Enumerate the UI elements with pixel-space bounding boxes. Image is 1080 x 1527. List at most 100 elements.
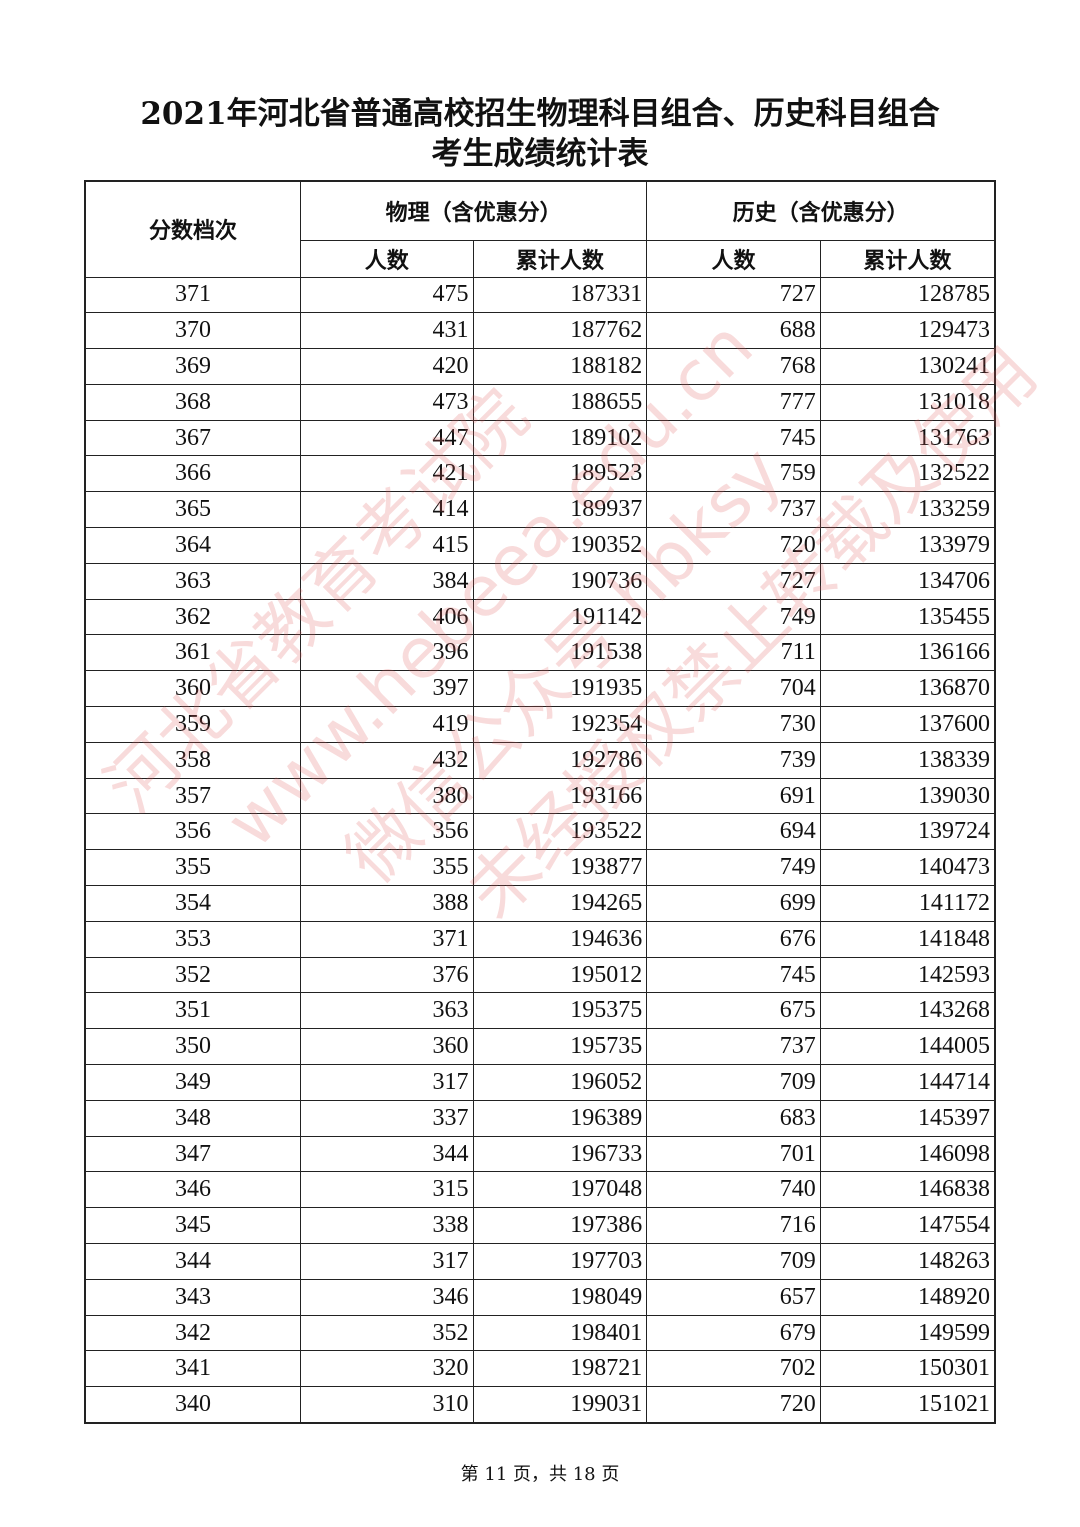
physics-cumulative-cell: 197386 [472, 1207, 648, 1245]
history-count-cell: 679 [646, 1314, 821, 1352]
physics-count-cell: 371 [299, 920, 474, 958]
physics-cumulative-cell: 196389 [472, 1099, 648, 1137]
table-row: 345 338 197386 716 147554 [84, 1207, 996, 1245]
history-count-cell: 704 [646, 670, 821, 708]
table-row: 367 447 189102 745 131763 [84, 419, 996, 457]
history-count-cell: 727 [646, 562, 821, 600]
table-row: 365 414 189937 737 133259 [84, 491, 996, 529]
physics-count-cell: 388 [299, 885, 474, 922]
physics-cumulative-cell: 188182 [472, 348, 648, 385]
history-count-cell: 694 [646, 813, 821, 851]
page-footer: 第 11 页，共 18 页 [460, 1464, 620, 1485]
physics-count-cell: 337 [299, 1099, 474, 1137]
score-cell: 356 [84, 813, 301, 851]
history-count-cell: 720 [646, 1386, 821, 1424]
history-cumulative-cell: 149599 [819, 1314, 996, 1352]
history-cumulative-cell: 141172 [819, 885, 996, 922]
score-cell: 354 [84, 885, 301, 922]
table-row: 357 380 193166 691 139030 [84, 777, 996, 815]
history-count-cell: 702 [646, 1350, 821, 1388]
physics-count-cell: 431 [299, 312, 474, 350]
header-history-cumulative: 累计人数 [819, 239, 996, 278]
history-cumulative-cell: 139724 [819, 813, 996, 851]
physics-cumulative-cell: 189102 [472, 419, 648, 457]
score-cell: 350 [84, 1028, 301, 1066]
table-row: 362 406 191142 749 135455 [84, 598, 996, 636]
history-cumulative-cell: 136166 [819, 634, 996, 672]
history-count-cell: 740 [646, 1171, 821, 1209]
score-cell: 358 [84, 741, 301, 779]
physics-count-cell: 380 [299, 777, 474, 815]
history-cumulative-cell: 137600 [819, 706, 996, 743]
physics-count-cell: 473 [299, 383, 474, 421]
physics-cumulative-cell: 187762 [472, 312, 648, 350]
score-cell: 369 [84, 348, 301, 385]
history-cumulative-cell: 139030 [819, 777, 996, 815]
history-count-cell: 730 [646, 706, 821, 743]
score-cell: 344 [84, 1243, 301, 1280]
score-cell: 348 [84, 1099, 301, 1137]
physics-cumulative-cell: 191538 [472, 634, 648, 672]
history-count-cell: 683 [646, 1099, 821, 1137]
score-cell: 346 [84, 1171, 301, 1209]
table-row: 371 475 187331 727 128785 [84, 276, 996, 314]
score-cell: 360 [84, 670, 301, 708]
physics-count-cell: 397 [299, 670, 474, 708]
table-row: 351 363 195375 675 143268 [84, 992, 996, 1030]
history-count-cell: 709 [646, 1064, 821, 1101]
table-row: 360 397 191935 704 136870 [84, 670, 996, 708]
table-row: 368 473 188655 777 131018 [84, 383, 996, 421]
physics-count-cell: 310 [299, 1386, 474, 1424]
history-count-cell: 699 [646, 885, 821, 922]
table-row: 343 346 198049 657 148920 [84, 1278, 996, 1316]
history-count-cell: 727 [646, 276, 821, 314]
history-cumulative-cell: 133979 [819, 527, 996, 564]
table-row: 342 352 198401 679 149599 [84, 1314, 996, 1352]
history-cumulative-cell: 147554 [819, 1207, 996, 1245]
physics-count-cell: 414 [299, 491, 474, 529]
score-cell: 371 [84, 276, 301, 314]
history-cumulative-cell: 138339 [819, 741, 996, 779]
score-cell: 361 [84, 634, 301, 672]
physics-count-cell: 317 [299, 1243, 474, 1280]
table-row: 340 310 199031 720 151021 [84, 1386, 996, 1424]
score-cell: 355 [84, 849, 301, 887]
header-history: 历史（含优惠分） [646, 180, 996, 241]
score-cell: 364 [84, 527, 301, 564]
table-row: 350 360 195735 737 144005 [84, 1028, 996, 1066]
table-row: 359 419 192354 730 137600 [84, 706, 996, 743]
table-row: 341 320 198721 702 150301 [84, 1350, 996, 1388]
score-cell: 349 [84, 1064, 301, 1101]
history-cumulative-cell: 136870 [819, 670, 996, 708]
score-cell: 357 [84, 777, 301, 815]
physics-count-cell: 432 [299, 741, 474, 779]
history-count-cell: 749 [646, 849, 821, 887]
table-row: 363 384 190736 727 134706 [84, 562, 996, 600]
physics-count-cell: 396 [299, 634, 474, 672]
physics-cumulative-cell: 198721 [472, 1350, 648, 1388]
history-cumulative-cell: 141848 [819, 920, 996, 958]
physics-count-cell: 421 [299, 455, 474, 493]
score-cell: 341 [84, 1350, 301, 1388]
history-count-cell: 759 [646, 455, 821, 493]
document-subtitle: 考生成绩统计表 [431, 136, 649, 172]
physics-cumulative-cell: 197703 [472, 1243, 648, 1280]
history-count-cell: 691 [646, 777, 821, 815]
history-cumulative-cell: 142593 [819, 956, 996, 994]
history-count-cell: 657 [646, 1278, 821, 1316]
physics-cumulative-cell: 188655 [472, 383, 648, 421]
history-count-cell: 777 [646, 383, 821, 421]
history-cumulative-cell: 151021 [819, 1386, 996, 1424]
physics-count-cell: 360 [299, 1028, 474, 1066]
table-row: 354 388 194265 699 141172 [84, 885, 996, 922]
header-score-band: 分数档次 [84, 180, 301, 278]
physics-cumulative-cell: 199031 [472, 1386, 648, 1424]
history-count-cell: 716 [646, 1207, 821, 1245]
score-cell: 366 [84, 455, 301, 493]
physics-cumulative-cell: 197048 [472, 1171, 648, 1209]
physics-count-cell: 376 [299, 956, 474, 994]
table-row: 358 432 192786 739 138339 [84, 741, 996, 779]
physics-count-cell: 356 [299, 813, 474, 851]
physics-cumulative-cell: 195375 [472, 992, 648, 1030]
physics-count-cell: 406 [299, 598, 474, 636]
